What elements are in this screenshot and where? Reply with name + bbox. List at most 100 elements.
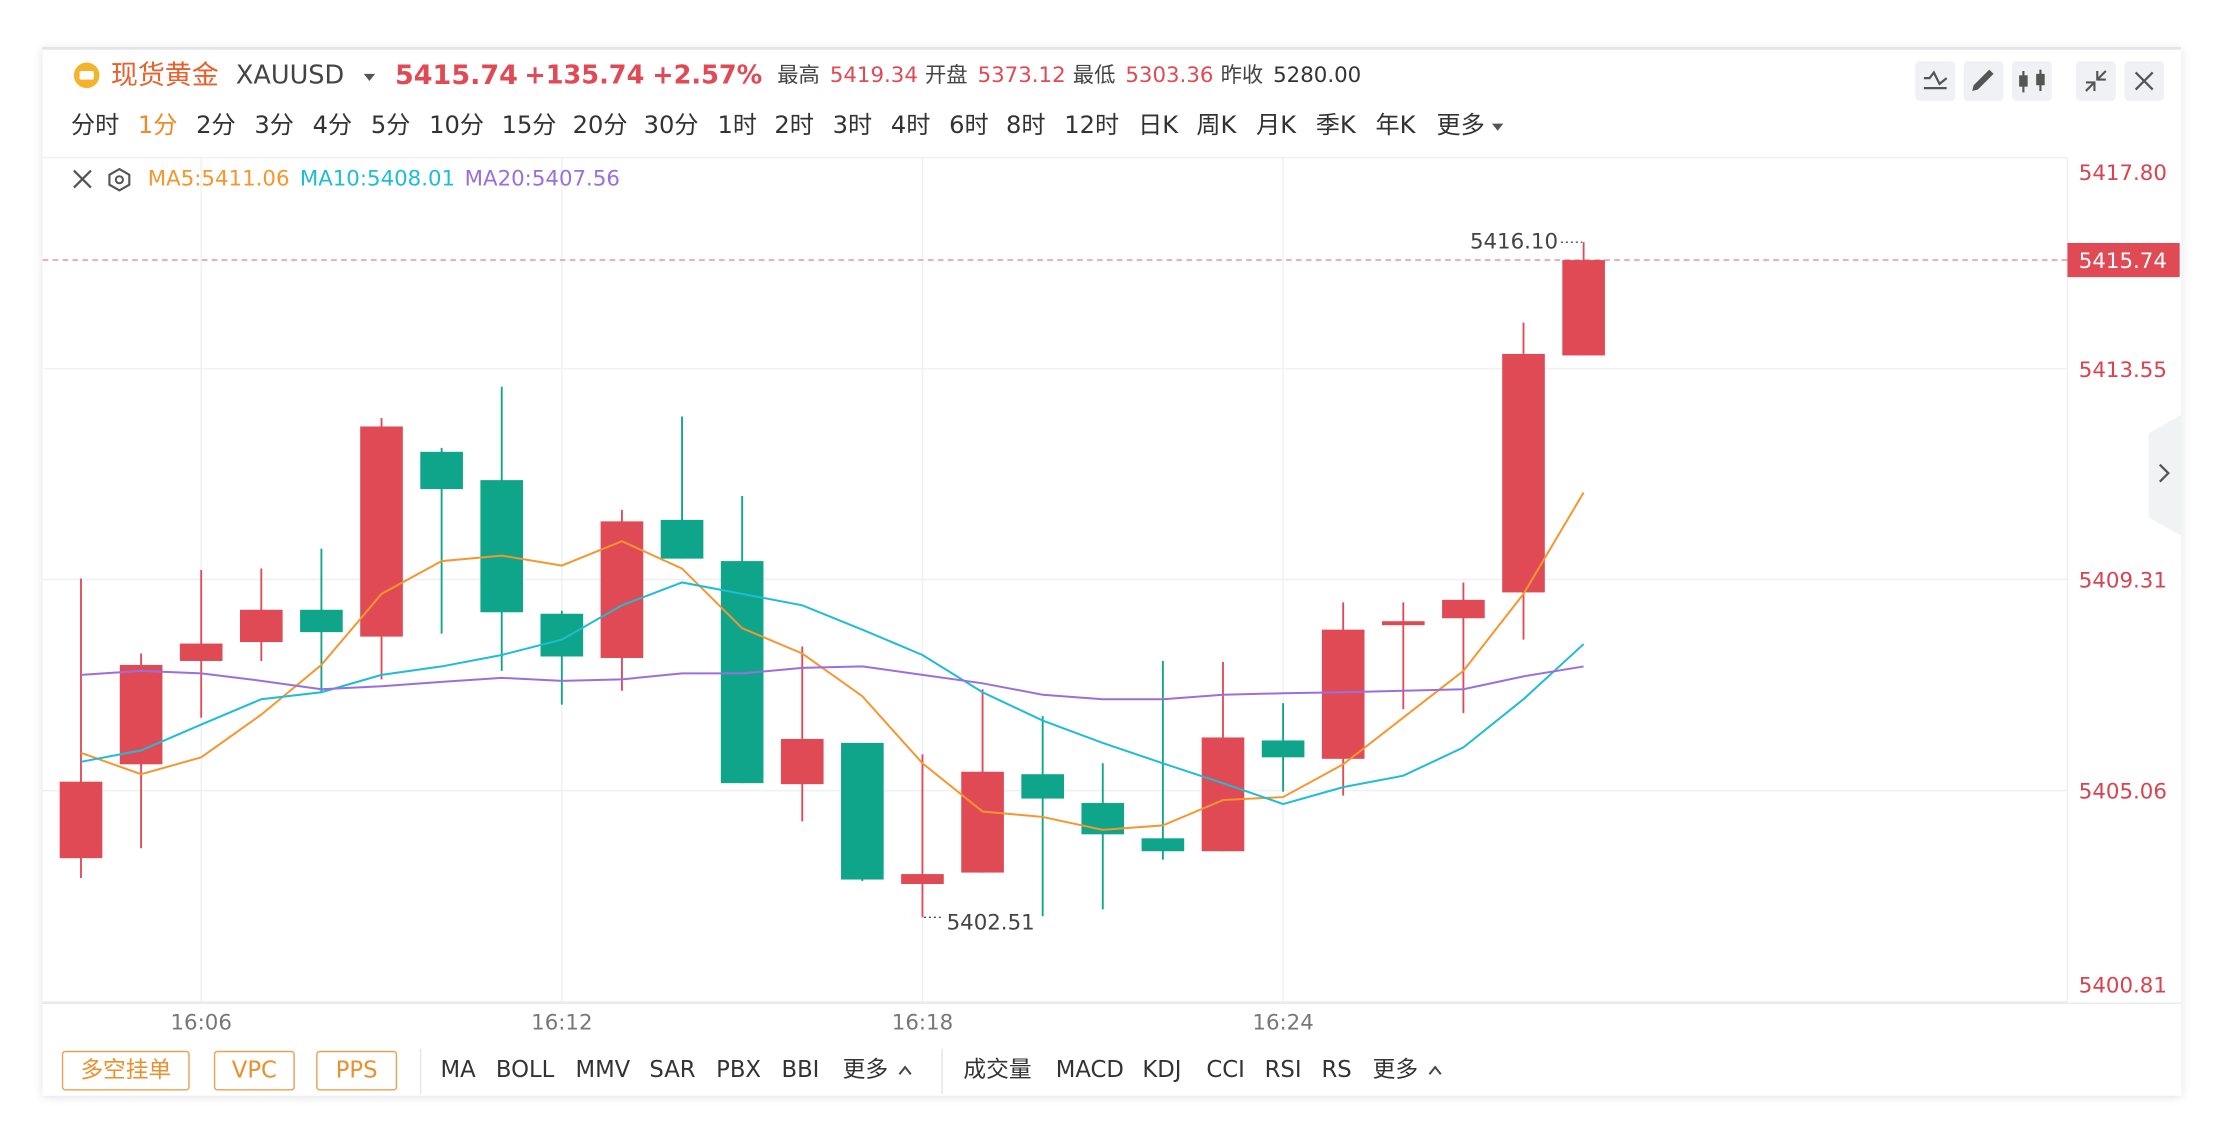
more-caret — [1428, 1065, 1442, 1075]
more-caret — [1491, 123, 1504, 131]
change-pct: +2.57% — [652, 60, 762, 90]
toolbar-button[interactable] — [213, 1050, 295, 1091]
tool-icon — [1972, 69, 1994, 91]
period-tab[interactable]: 3时 — [833, 111, 873, 139]
toolbar-button-label: PPS — [336, 1058, 378, 1084]
indicator-tab[interactable]: 更多 — [1373, 1057, 1418, 1083]
x-tick-label: 16:12 — [531, 1011, 592, 1036]
candle-body — [179, 643, 223, 661]
period-tab[interactable]: 3分 — [254, 111, 293, 139]
stat-label: 昨收 — [1221, 63, 1264, 88]
stat-value: 5419.34 — [830, 63, 918, 88]
period-tab[interactable]: 30分 — [644, 111, 699, 139]
indicator-settings-dot — [114, 175, 124, 185]
candle-body — [480, 480, 524, 613]
period-tab[interactable]: 1时 — [718, 111, 758, 139]
legend-entry: MA5:5411.06 — [148, 167, 290, 192]
toolbar-button-label: VPC — [232, 1058, 277, 1084]
period-tab[interactable]: 分时 — [71, 111, 119, 139]
period-tab[interactable]: 20分 — [573, 111, 628, 139]
period-tab[interactable]: 周K — [1196, 111, 1237, 139]
tool-icon — [2134, 71, 2154, 91]
tool-button[interactable] — [1915, 61, 1956, 101]
legend-entry: MA20:5407.56 — [465, 167, 620, 192]
price: 5415.74 — [395, 60, 518, 91]
period-tab[interactable]: 5分 — [371, 111, 411, 139]
legend-entry: MA10:5408.01 — [300, 167, 455, 192]
candle-body — [1381, 621, 1425, 626]
stat-label: 最低 — [1073, 63, 1116, 88]
indicator-tab[interactable]: SAR — [649, 1057, 695, 1083]
candle-body — [841, 742, 884, 880]
tool-icon — [2019, 75, 2028, 87]
period-tab[interactable]: 更多 — [1437, 111, 1485, 139]
indicator-settings[interactable] — [108, 167, 131, 192]
indicator-tab[interactable]: 更多 — [843, 1057, 888, 1083]
period-tab[interactable]: 季K — [1316, 111, 1357, 139]
period-tab[interactable]: 2时 — [774, 111, 814, 139]
indicator-tab[interactable]: MMV — [575, 1057, 630, 1083]
ma-line — [80, 492, 1585, 831]
indicator-tab[interactable]: MACD — [1056, 1057, 1124, 1083]
candle-body — [119, 664, 163, 765]
asset-name[interactable]: 现货黄金 — [111, 60, 219, 91]
min-label: 5402.51 — [947, 910, 1035, 935]
candle-body — [780, 738, 824, 785]
candle-body — [600, 521, 644, 658]
candle-body — [1201, 737, 1245, 852]
period-tab[interactable]: 年K — [1375, 111, 1416, 139]
stat-label: 最高 — [777, 63, 820, 88]
side-panel-chevron — [2158, 463, 2170, 483]
period-tab[interactable]: 6时 — [949, 111, 989, 139]
period-tab[interactable]: 2分 — [196, 111, 236, 139]
x-tick-label: 16:18 — [892, 1011, 953, 1036]
ma-line — [80, 665, 1584, 701]
indicator-tab[interactable]: RS — [1321, 1057, 1351, 1083]
x-tick-label: 16:06 — [171, 1011, 232, 1036]
candle-body — [239, 609, 283, 643]
candle-body — [660, 519, 704, 559]
x-tick-label: 16:24 — [1252, 1011, 1313, 1036]
close-indicator[interactable] — [73, 169, 92, 189]
indicator-tab[interactable]: BOLL — [496, 1057, 555, 1083]
symbol-dropdown[interactable] — [363, 73, 376, 81]
tool-button[interactable] — [2012, 61, 2052, 101]
indicator-tab[interactable]: 成交量 — [963, 1057, 1031, 1083]
indicator-tab[interactable]: BBI — [782, 1057, 820, 1083]
candle-body — [1261, 740, 1305, 758]
period-tab[interactable]: 日K — [1138, 111, 1179, 139]
candle-body — [1141, 838, 1185, 852]
y-tick-label: 5417.80 — [2079, 161, 2167, 186]
indicator-tab[interactable]: KDJ — [1142, 1057, 1181, 1083]
indicator-tab[interactable]: CCI — [1206, 1057, 1244, 1083]
candle-body — [901, 874, 944, 885]
top-tools — [1915, 61, 2165, 101]
period-tab[interactable]: 10分 — [429, 111, 484, 139]
period-tab[interactable]: 15分 — [502, 111, 557, 139]
period-tab[interactable]: 12时 — [1064, 111, 1119, 139]
candle-body — [1502, 353, 1545, 593]
toolbar-button[interactable] — [316, 1050, 398, 1091]
max-label: 5416.10 — [1470, 230, 1558, 255]
change: +135.74 — [524, 60, 644, 90]
period-tab[interactable]: 4分 — [313, 111, 353, 139]
period-tab[interactable]: 4时 — [891, 111, 931, 139]
period-tab[interactable]: 8时 — [1006, 111, 1046, 139]
toolbar-button[interactable] — [61, 1050, 190, 1091]
tool-button[interactable] — [2075, 61, 2116, 101]
candle-body — [961, 771, 1004, 873]
stat-value: 5280.00 — [1273, 63, 1361, 88]
candle-body — [1321, 629, 1365, 759]
period-tab[interactable]: 月K — [1256, 111, 1297, 139]
stat-label: 开盘 — [925, 63, 968, 88]
indicator-tab[interactable]: PBX — [716, 1057, 761, 1083]
coin-icon-bar — [79, 71, 94, 80]
more-caret — [898, 1065, 912, 1075]
candle-body — [1442, 599, 1485, 619]
asset-symbol[interactable]: XAUUSD — [236, 60, 344, 90]
period-tab[interactable]: 1分 — [138, 111, 178, 139]
indicator-tab[interactable]: RSI — [1265, 1057, 1302, 1083]
indicator-tab[interactable]: MA — [440, 1057, 476, 1083]
